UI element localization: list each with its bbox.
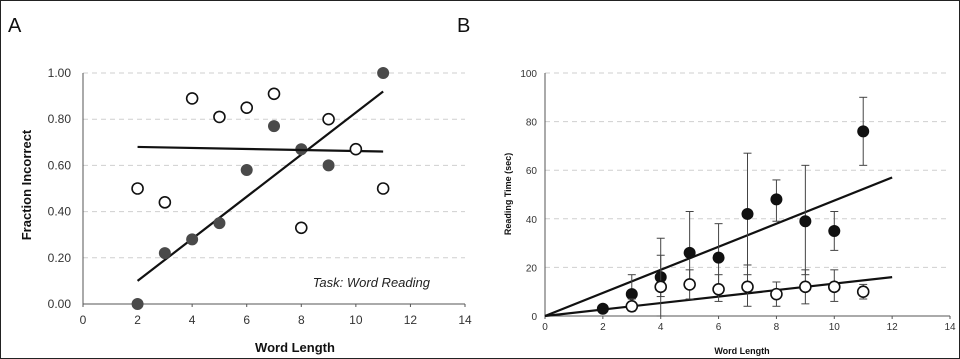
panel-b-xtick-label: 10 [829, 322, 841, 333]
panel-b-ylabel: Reading Time (sec) [503, 153, 513, 235]
panel-a-filled-point [158, 247, 171, 260]
panel-a-open-point [376, 182, 390, 195]
panel-b-open-point [827, 280, 841, 294]
panel-b-filled-point [683, 246, 696, 259]
panel-a-xtick-label: 6 [243, 313, 250, 327]
panel-b-open-point [712, 282, 725, 296]
panel-a-xtick-label: 8 [298, 313, 305, 327]
panel-b-xtick-label: 12 [887, 322, 899, 333]
panel-a-open-point [322, 112, 335, 126]
panel-a-xtick-label: 4 [189, 313, 196, 327]
panel-a-xtick-label: 2 [134, 313, 141, 327]
panel-a-filled-point [268, 120, 280, 133]
panel-b-label: B [457, 15, 470, 37]
panel-b-xtick-label: 4 [658, 322, 664, 333]
panel-a-open-point [185, 92, 199, 105]
panel-b-open-point [683, 278, 696, 291]
panel-a-ytick-label: 1.00 [48, 66, 72, 80]
panel-a-xtick-label: 12 [404, 313, 418, 327]
panel-a-ytick-label: 0.80 [48, 112, 72, 126]
panel-a-ytick-label: 0.20 [48, 251, 72, 265]
panel-b-xtick-label: 8 [774, 322, 780, 333]
panel-b-filled-point [857, 125, 870, 138]
panel-b-ytick-label: 40 [526, 215, 538, 226]
panel-b-ytick-label: 80 [526, 118, 538, 129]
panel-b-filled-point [799, 215, 812, 228]
panel-b-filled-point [741, 207, 754, 220]
panel-b-plot: 0 20 40 60 80 100 0 2 4 6 8 10 12 14 [520, 69, 956, 333]
panel-a-ytick-label: 0.00 [48, 297, 72, 311]
panel-a-open-point [294, 221, 308, 235]
panel-a-xtick-label: 14 [458, 313, 472, 327]
panel-a-open-point [131, 182, 144, 195]
panel-a-open-point [240, 101, 254, 114]
panel-a-filled-point [213, 217, 226, 230]
panel-b-xtick-label: 6 [716, 322, 722, 333]
panel-a-open-point [267, 87, 281, 101]
panel-a-ytick-label: 0.40 [48, 205, 72, 219]
panel-b-filled-point [712, 251, 725, 264]
panel-a-plot: 0.00 0.20 0.40 0.60 0.80 1.00 0 2 4 6 8 10 12 14 [48, 66, 472, 327]
panel-b-open-point [741, 280, 754, 294]
panel-b-open-point [856, 285, 870, 299]
panel-b-open-point [625, 299, 639, 313]
panel-a-xtick-label: 10 [349, 313, 363, 327]
panel-a-xlabel: Word Length [255, 340, 335, 355]
panel-a-annotation: Task: Word Reading [313, 275, 431, 290]
panel-b-open-point [799, 280, 812, 294]
panel-a-open-point [349, 142, 363, 156]
panel-b-ytick-label: 60 [526, 166, 538, 177]
panel-b-xtick-label: 14 [944, 322, 956, 333]
panel-a-filled-point [186, 233, 199, 246]
panel-a-filled-point [377, 67, 390, 79]
panel-a-filled-point [131, 298, 144, 310]
panel-a-filled-point [240, 164, 253, 177]
panel-a-label: A [8, 15, 22, 37]
panel-b-open-point [770, 287, 783, 301]
panel-b-ytick-label: 20 [526, 263, 538, 274]
panel-b-ytick-label: 100 [520, 69, 537, 80]
panel-b-open-point [654, 280, 668, 294]
panel-b-xtick-label: 0 [542, 322, 548, 333]
panel-a-open-trendline [137, 145, 384, 153]
panel-b-xlabel: Word Length [714, 346, 769, 356]
panel-a-open-point [213, 110, 226, 124]
panel-a-filled-point [322, 159, 335, 172]
panel-b-filled-point [770, 193, 783, 206]
panel-a-xtick-label: 0 [80, 313, 87, 327]
panel-a-open-point [158, 196, 172, 209]
panel-a-filled-trendline [136, 90, 384, 282]
panel-a-ylabel: Fraction Incorrect [19, 129, 34, 240]
panel-b-filled-point [828, 224, 841, 237]
panel-b-xtick-label: 2 [600, 322, 606, 333]
panel-b-ytick-label: 0 [531, 312, 537, 323]
panel-b-filled-point [625, 288, 638, 301]
panel-a-ytick-label: 0.60 [48, 158, 72, 172]
